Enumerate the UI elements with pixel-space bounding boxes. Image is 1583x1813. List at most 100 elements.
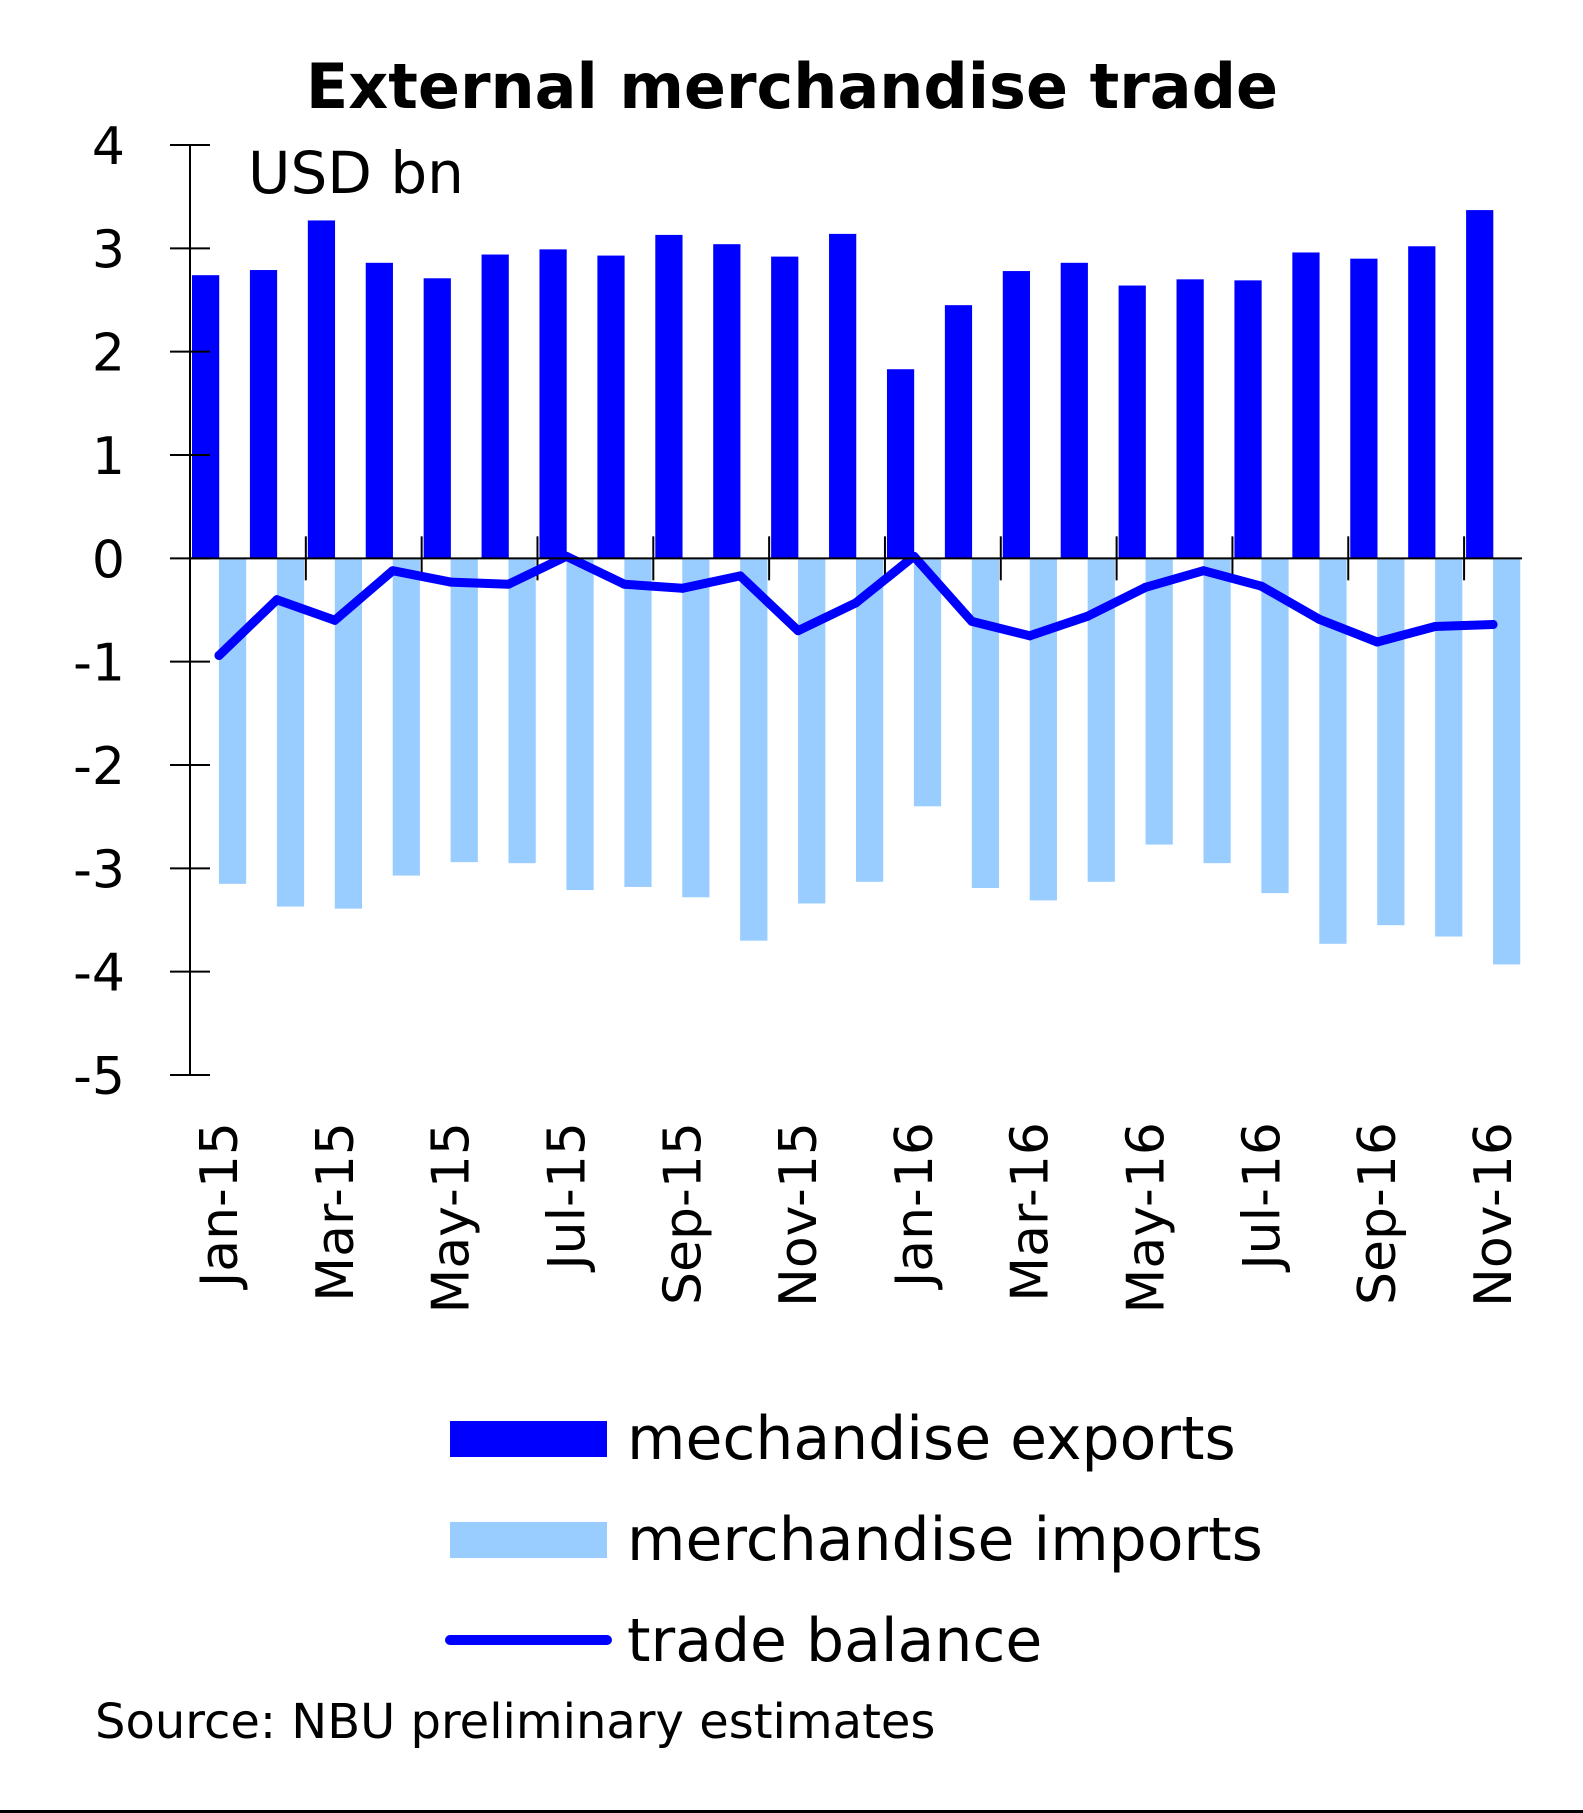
source-note: Source: NBU preliminary estimates <box>95 1694 935 1750</box>
balance-point <box>504 579 514 589</box>
bar-exports <box>539 249 567 559</box>
unit-label: USD bn <box>248 139 464 207</box>
balance-point <box>1083 611 1093 621</box>
bar-imports <box>913 558 942 807</box>
bar-exports <box>307 220 336 559</box>
bar-exports <box>1350 258 1378 559</box>
x-axis-labels: Jan-15 Mar-15 May-15 Jul-15 Sep-15 Nov-15 Jan-… <box>190 1122 1524 1314</box>
bar-exports <box>365 262 393 559</box>
x-tick-label: May-16 <box>1117 1122 1177 1314</box>
bar-imports <box>1261 558 1289 894</box>
bar-exports <box>249 270 278 559</box>
bar-exports <box>597 255 625 559</box>
balance-point <box>1025 631 1035 641</box>
balance-point <box>1430 622 1440 632</box>
bar-exports <box>944 305 973 559</box>
balance-point <box>851 598 861 608</box>
bottom-border <box>0 1810 1583 1813</box>
bar-exports <box>481 254 509 559</box>
bar-imports <box>566 558 594 891</box>
bar-imports <box>856 558 884 882</box>
x-tick-label: Sep-16 <box>1348 1122 1408 1305</box>
chart-title: External merchandise trade <box>306 50 1278 123</box>
balance-point <box>272 595 282 605</box>
y-tick-label: -1 <box>73 634 125 694</box>
bar-imports <box>798 558 826 904</box>
bar-imports <box>971 558 1000 888</box>
legend-label-imports: merchandise imports <box>627 1505 1263 1575</box>
balance-point <box>793 626 803 636</box>
bar-imports <box>392 558 420 876</box>
x-tick-label: Jan-15 <box>190 1122 250 1290</box>
balance-point <box>1141 582 1151 592</box>
y-tick-label: 2 <box>92 324 125 384</box>
bar-exports <box>1176 279 1204 559</box>
legend-label-exports: mechandise exports <box>627 1404 1236 1474</box>
legend-label-balance: trade balance <box>627 1606 1042 1676</box>
legend: mechandise exports merchandise imports t… <box>445 1404 1263 1676</box>
y-tick-label: 1 <box>92 427 125 487</box>
y-tick-label: 0 <box>92 530 125 590</box>
bar-imports <box>1493 558 1521 965</box>
y-tick-label: -2 <box>73 737 125 797</box>
bar-imports <box>1377 558 1405 926</box>
imports-bars <box>218 558 1521 965</box>
bar-exports <box>1408 246 1436 559</box>
x-tick-label: Mar-16 <box>1001 1122 1061 1302</box>
balance-point <box>1372 637 1382 647</box>
balance-point <box>677 583 687 593</box>
bar-exports <box>1292 252 1320 559</box>
bar-exports <box>1060 262 1088 559</box>
x-tick-label: Jul-16 <box>1232 1122 1292 1273</box>
balance-point <box>1256 581 1266 591</box>
y-axis-ticks: 4 3 2 1 0 -1 -2 -3 -4 -5 <box>73 117 210 1107</box>
x-tick-label: Jul-15 <box>537 1122 597 1273</box>
bar-imports <box>1145 558 1173 845</box>
bar-imports <box>1435 558 1463 937</box>
balance-point <box>1198 566 1208 576</box>
balance-point <box>214 650 224 660</box>
bar-imports <box>740 558 768 941</box>
x-tick-label: May-15 <box>422 1122 482 1314</box>
bar-imports <box>218 558 247 884</box>
balance-point <box>1314 614 1324 624</box>
balance-point <box>330 615 340 625</box>
balance-point <box>619 579 629 589</box>
legend-swatch-exports <box>450 1421 607 1457</box>
y-tick-label: -3 <box>73 840 125 900</box>
x-tick-label: Nov-15 <box>769 1122 829 1307</box>
balance-point <box>967 616 977 626</box>
bar-exports <box>713 244 741 559</box>
y-tick-label: 4 <box>92 117 125 177</box>
bar-exports <box>829 233 857 559</box>
balance-point <box>909 551 919 561</box>
bar-exports <box>655 234 683 559</box>
bar-imports <box>1203 558 1231 864</box>
x-tick-label: Jan-16 <box>885 1122 945 1290</box>
y-tick-label: -4 <box>73 944 125 1004</box>
bar-imports <box>450 558 478 863</box>
legend-swatch-imports <box>450 1522 607 1558</box>
balance-point <box>1488 619 1498 629</box>
balance-point <box>446 577 456 587</box>
exports-bars <box>192 210 1494 559</box>
bar-exports <box>771 256 799 559</box>
bar-exports <box>1234 280 1262 559</box>
balance-point <box>388 566 398 576</box>
bar-imports <box>508 558 536 864</box>
bar-imports <box>624 558 652 887</box>
bar-exports <box>1466 210 1494 559</box>
bar-imports <box>1029 558 1057 901</box>
balance-point <box>561 551 571 561</box>
y-tick-label: -5 <box>73 1047 125 1107</box>
x-tick-label: Sep-15 <box>653 1122 713 1305</box>
bar-exports <box>1002 271 1031 559</box>
x-tick-label: Nov-16 <box>1464 1122 1524 1307</box>
y-tick-label: 3 <box>92 220 125 280</box>
bar-imports <box>682 558 710 898</box>
bar-exports <box>423 278 451 559</box>
bar-exports <box>1118 285 1146 559</box>
bar-imports <box>276 558 305 907</box>
bar-exports <box>886 369 915 559</box>
